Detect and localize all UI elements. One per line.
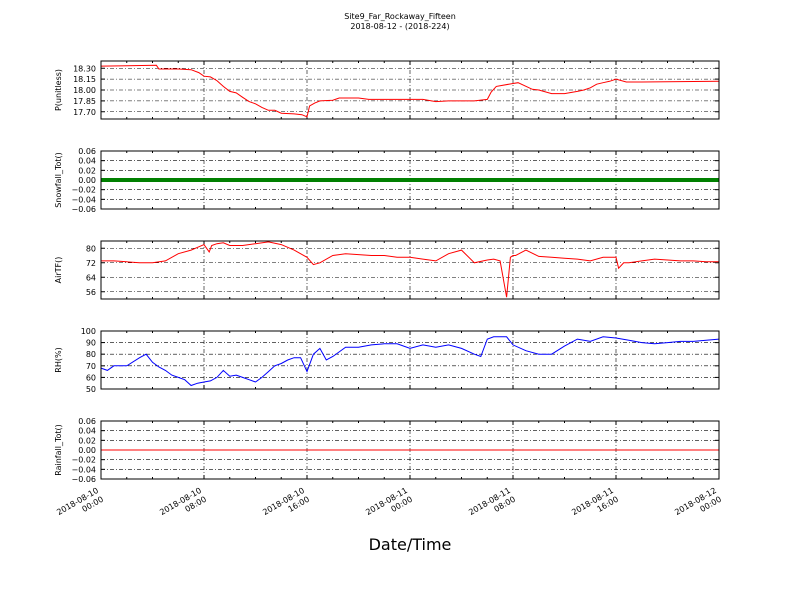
panel-2: 0.060.040.020.00−0.02−0.04−0.06 Snowfall_… <box>54 147 720 214</box>
x-axis-label: Date/Time <box>369 535 452 554</box>
y-tick-label: 0.04 <box>78 157 96 166</box>
y-tick-label: 0.06 <box>78 417 96 426</box>
y-tick-label: 18.30 <box>73 64 96 73</box>
y-tick-label: 72 <box>86 259 96 268</box>
axes-frame <box>100 330 720 390</box>
y-tick-label: −0.06 <box>71 205 96 214</box>
y-tick-label: 0.00 <box>78 176 96 185</box>
x-tick-label: 2018-08-1016:00 <box>261 486 311 526</box>
chart-title: Site9_Far_Rockaway_Fifteen <box>344 12 456 21</box>
y-axis-label: RH(%) <box>54 347 63 372</box>
x-tick-label: 2018-08-1108:00 <box>467 486 517 526</box>
y-tick-label: 50 <box>86 385 96 394</box>
y-tick-label: 18.00 <box>73 86 96 95</box>
panel-5: 0.060.040.020.00−0.02−0.04−0.06 Rainfall_… <box>54 417 720 484</box>
panel-3: 80 72 64 56 AirTF() <box>54 240 720 300</box>
x-tick-label: 2018-08-1100:00 <box>364 486 414 526</box>
y-tick-label: 0.06 <box>78 147 96 156</box>
y-tick-label: 17.85 <box>73 97 96 106</box>
y-tick-label: 0.00 <box>78 446 96 455</box>
y-axis-label: Rainfall_Tot() <box>54 424 63 476</box>
chart-subtitle: 2018-08-12 - (2018-224) <box>350 22 449 31</box>
y-tick-label: 0.04 <box>78 427 96 436</box>
y-tick-label: −0.04 <box>71 465 96 474</box>
panel-1: 18.30 18.15 18.00 17.85 17.70 P(unitless) <box>54 60 720 120</box>
y-tick-label: −0.02 <box>71 186 96 195</box>
y-tick-label: 70 <box>86 362 96 371</box>
series-line <box>101 241 719 298</box>
axes-frame <box>100 420 720 480</box>
y-axis-label: P(unitless) <box>54 69 63 111</box>
y-tick-label: 100 <box>81 327 96 336</box>
panels-group: 18.30 18.15 18.00 17.85 17.70 P(unitless) 0.06… <box>54 60 720 484</box>
x-tick-label: 2018-08-1008:00 <box>158 486 208 526</box>
y-tick-label: 80 <box>86 350 96 359</box>
x-tick-label: 2018-08-1116:00 <box>570 486 620 526</box>
series-line <box>100 336 720 387</box>
y-tick-label: 90 <box>86 339 96 348</box>
x-tick-label: 2018-08-1200:00 <box>673 486 723 526</box>
panel-4: 100 90 80 70 60 50 RH(%) <box>54 327 720 394</box>
x-tick-labels: 2018-08-1000:00 2018-08-1008:00 2018-08-10… <box>55 486 723 526</box>
y-axis-label: AirTF() <box>54 257 63 284</box>
y-tick-label: 0.02 <box>78 436 96 445</box>
y-tick-label: −0.04 <box>71 195 96 204</box>
x-tick-label: 2018-08-1000:00 <box>55 486 105 526</box>
axes-frame <box>100 240 720 300</box>
y-tick-label: −0.06 <box>71 475 96 484</box>
y-tick-label: 80 <box>86 244 96 253</box>
axes-frame <box>100 60 720 120</box>
y-tick-label: 64 <box>86 273 96 282</box>
y-tick-label: 0.02 <box>78 166 96 175</box>
y-tick-label: 17.70 <box>73 108 96 117</box>
series-line <box>100 64 720 118</box>
y-tick-label: 56 <box>86 288 96 297</box>
y-axis-label: Snowfall_Tot() <box>54 152 63 208</box>
axes-frame <box>100 150 720 210</box>
y-tick-label: −0.02 <box>71 456 96 465</box>
y-tick-label: 60 <box>86 373 96 382</box>
y-tick-label: 18.15 <box>73 75 96 84</box>
